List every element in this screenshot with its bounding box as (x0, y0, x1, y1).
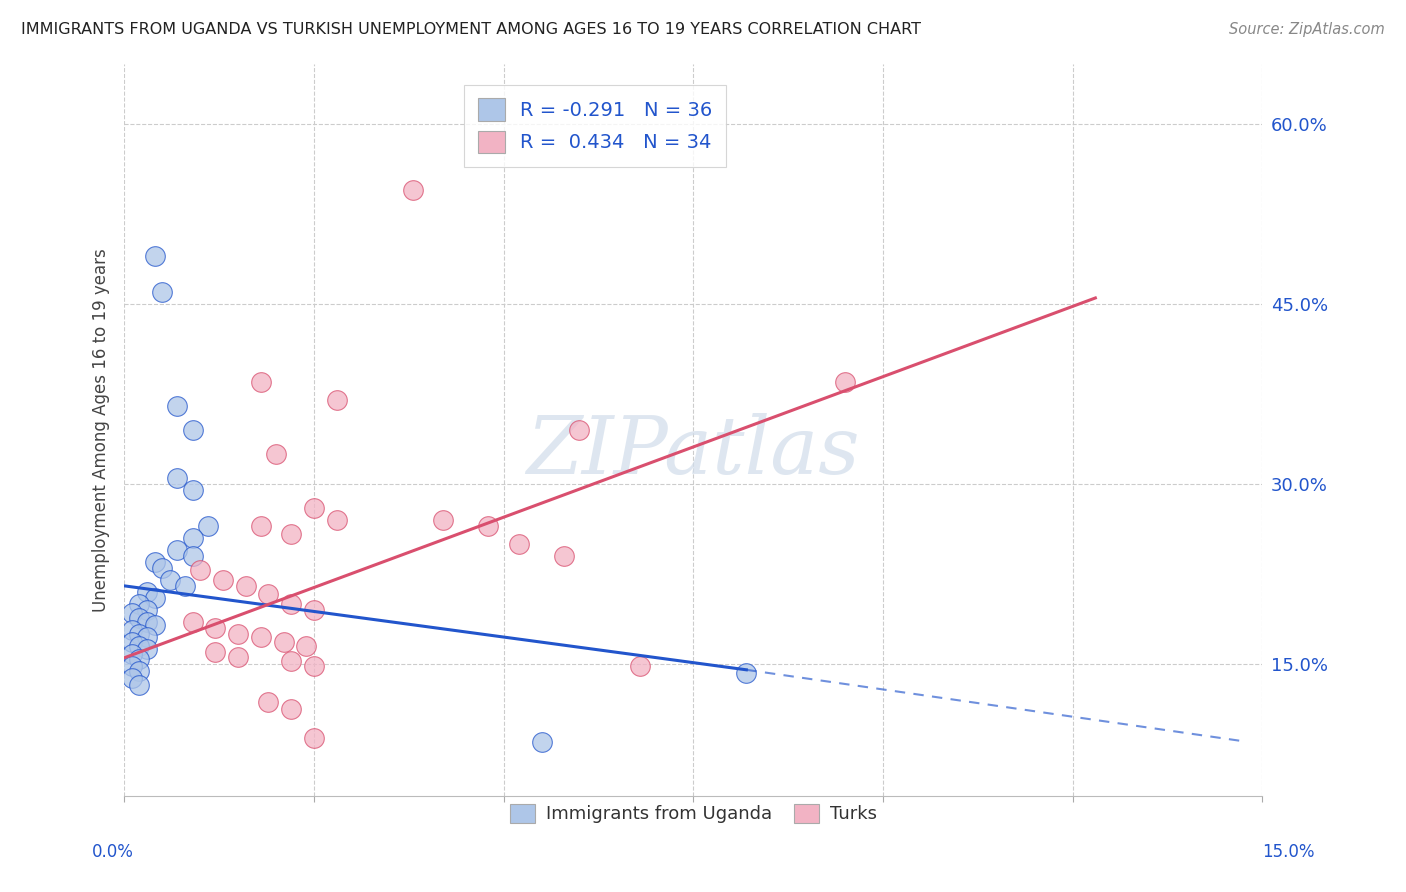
Point (235, 579, 257, 593)
Point (121, 659, 143, 673)
Point (211, 573, 233, 587)
Point (204, 621, 226, 635)
Point (735, 666, 758, 681)
Point (150, 285, 173, 299)
Point (204, 645, 226, 659)
Point (136, 615, 159, 629)
Point (143, 249, 166, 263)
Point (136, 603, 159, 617)
Point (628, 659, 651, 673)
Point (249, 375, 271, 389)
Text: Source: ZipAtlas.com: Source: ZipAtlas.com (1229, 22, 1385, 37)
Point (128, 597, 150, 611)
Point (181, 531, 204, 545)
Point (302, 500, 325, 515)
Point (121, 607, 143, 621)
Point (181, 615, 204, 629)
Point (143, 618, 166, 632)
Legend: Immigrants from Uganda, Turks: Immigrants from Uganda, Turks (502, 797, 884, 830)
Point (181, 549, 204, 563)
Point (128, 664, 150, 678)
Point (150, 561, 173, 575)
Point (121, 647, 143, 661)
Point (121, 671, 143, 685)
Point (181, 483, 204, 497)
Point (273, 635, 295, 649)
Point (136, 584, 159, 599)
Point (432, 513, 454, 527)
Point (249, 519, 271, 533)
Point (325, 513, 347, 527)
Point (280, 702, 302, 716)
Point (530, 735, 553, 749)
Point (325, 392, 347, 407)
Y-axis label: Unemployment Among Ages 16 to 19 years: Unemployment Among Ages 16 to 19 years (93, 248, 110, 612)
Point (302, 731, 325, 746)
Point (226, 627, 249, 641)
Point (143, 555, 166, 569)
Point (166, 399, 188, 413)
Point (188, 563, 211, 577)
Point (280, 654, 302, 668)
Point (166, 542, 188, 557)
Point (143, 591, 166, 605)
Point (128, 639, 150, 653)
Text: ZIPatlas: ZIPatlas (526, 413, 860, 491)
Point (553, 549, 575, 563)
Point (477, 519, 499, 533)
Point (128, 611, 150, 625)
Text: 0.0%: 0.0% (91, 843, 134, 861)
Point (121, 624, 143, 638)
Point (257, 587, 280, 601)
Point (280, 527, 302, 541)
Point (568, 423, 591, 437)
Point (302, 659, 325, 673)
Point (197, 519, 219, 533)
Point (174, 579, 197, 593)
Text: 15.0%: 15.0% (1263, 843, 1315, 861)
Point (264, 447, 287, 461)
Point (136, 642, 159, 657)
Point (249, 631, 271, 645)
Point (128, 627, 150, 641)
Point (136, 631, 159, 645)
Point (508, 537, 530, 551)
Point (295, 639, 318, 653)
Point (834, 375, 856, 389)
Text: IMMIGRANTS FROM UGANDA VS TURKISH UNEMPLOYMENT AMONG AGES 16 TO 19 YEARS CORRELA: IMMIGRANTS FROM UGANDA VS TURKISH UNEMPL… (21, 22, 921, 37)
Point (128, 652, 150, 666)
Point (181, 423, 204, 437)
Point (257, 695, 280, 709)
Point (226, 649, 249, 664)
Point (128, 678, 150, 692)
Point (280, 597, 302, 611)
Point (401, 183, 423, 197)
Point (302, 603, 325, 617)
Point (166, 471, 188, 485)
Point (159, 573, 181, 587)
Point (121, 635, 143, 649)
